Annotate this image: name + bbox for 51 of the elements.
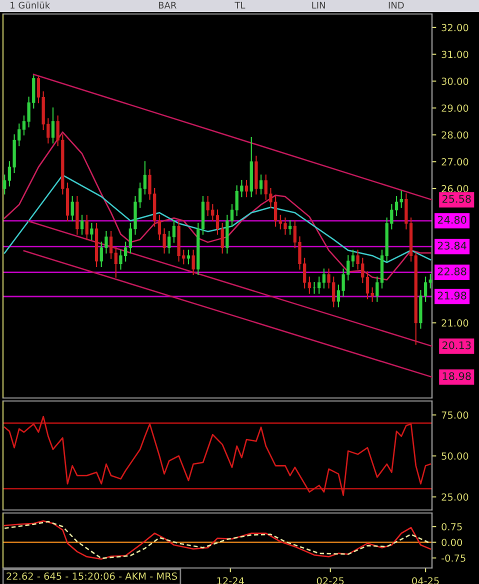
line-series [4,131,432,281]
line-series [4,174,432,264]
candlestick [109,230,113,259]
candlestick [192,250,195,276]
y-tick-label: 31.00 [442,50,468,58]
candlestick [168,230,171,254]
text: IND [388,2,404,8]
x-tick-label: 12-24 [217,577,244,584]
y-tick-label: 50.00 [442,452,468,460]
y-tick-label: 75.00 [442,411,468,419]
y-tick-label: 27.00 [442,158,468,166]
y-tick-label: 29.00 [442,104,468,112]
candlestick [143,161,146,194]
chart-title: 1 Günlük [10,2,50,9]
candlestick [114,247,118,278]
ref-line-label: 24.80 [438,216,466,224]
candlestick [70,196,74,222]
text: 22.62 - 645 - 15:20:06 - AKM - MRS [6,572,177,580]
candlestick [90,222,94,240]
y-tick-label: 0.00 [442,538,462,546]
annotation: 20.13 [442,341,471,350]
y-tick-label: 21.00 [442,319,468,327]
candlestick [172,220,176,243]
candlestick [3,174,6,194]
candlestick [259,174,263,194]
candlestick [318,276,321,294]
annotation: 18.98 [442,372,471,380]
candlestick [85,214,88,240]
candlestick [244,180,248,198]
candlestick [51,107,55,144]
annotation: 25.58 [442,194,471,203]
candlestick [186,250,190,264]
y-tick-label: 0.75 [442,523,462,530]
y-tick-label: 30.00 [442,78,468,85]
text: BAR [158,2,176,8]
line-series [4,416,432,496]
y-tick-label: -0.75 [442,554,466,562]
ref-line-label: 21.98 [438,292,466,300]
ref-line-label: 22.88 [438,267,466,276]
candlestick [428,274,432,288]
candlestick [80,214,84,235]
candlestick [308,276,311,294]
y-tick-label: 28.00 [442,131,468,139]
y-tick-label: 25.00 [442,493,468,501]
candlestick [288,220,292,235]
candlestick [322,268,326,288]
text: TL [234,2,246,8]
ref-line-label: 23.84 [438,242,466,250]
text: LIN [312,2,325,8]
y-tick-label: 32.00 [442,24,468,32]
y-tick-label: 26.00 [442,185,468,192]
